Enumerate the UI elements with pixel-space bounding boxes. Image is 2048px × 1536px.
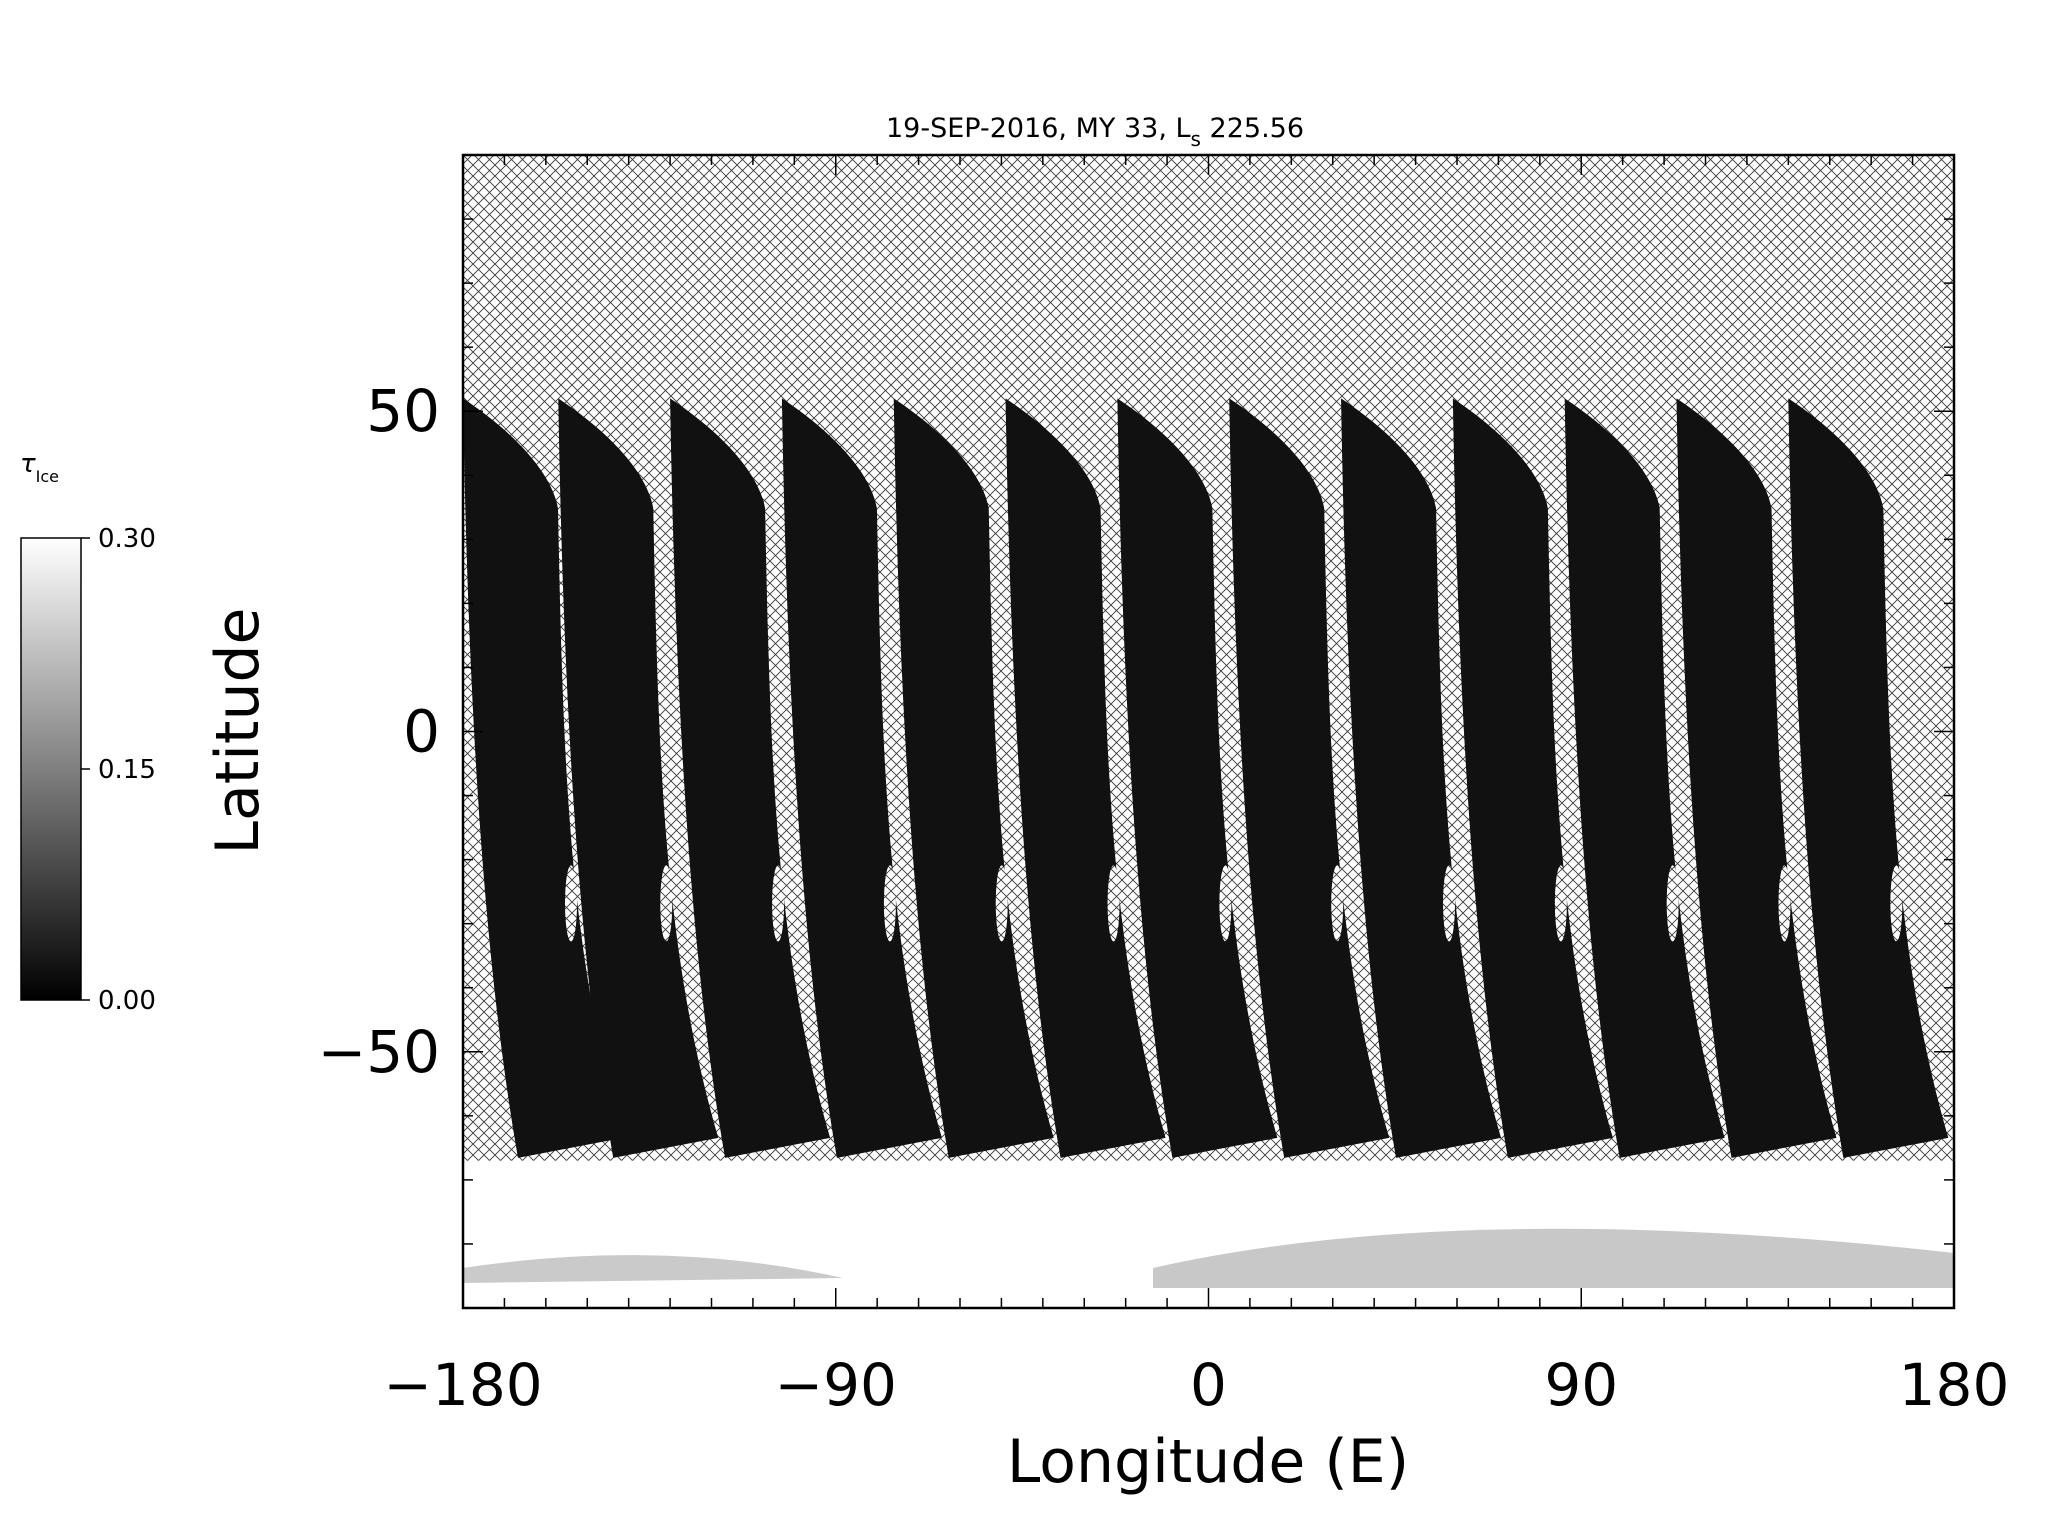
colorbar-title: τIce [20, 449, 59, 486]
x-tick-label: −90 [775, 1351, 897, 1419]
swath-gap [1107, 865, 1120, 942]
swath [893, 398, 1054, 1158]
swath [670, 398, 831, 1158]
swath-gap [1331, 865, 1344, 942]
swath-gap [1778, 865, 1791, 942]
colorbar-tick-label: 0.00 [98, 986, 156, 1016]
chart-title-subscript: s [1191, 127, 1201, 151]
south-polar-region [463, 1160, 1954, 1308]
observation-swaths [463, 398, 1949, 1158]
y-axis-ticks: −50 0 50 [318, 154, 1954, 1309]
swath-gap [660, 865, 673, 942]
colorbar: τIce 0.00 0.15 0.30 [20, 449, 156, 1016]
swath [558, 398, 719, 1158]
swath [1117, 398, 1278, 1158]
swath [1229, 398, 1390, 1158]
x-tick-label: −180 [383, 1351, 542, 1419]
swath-gap [1666, 865, 1679, 942]
y-tick-label: 50 [366, 377, 440, 445]
swath [1005, 398, 1166, 1158]
y-axis-label: Latitude [203, 608, 273, 855]
swath-gap [1554, 865, 1567, 942]
colorbar-tick-label: 0.30 [98, 524, 156, 554]
swath-gap [1443, 865, 1456, 942]
colorbar-ticks: 0.00 0.15 0.30 [81, 524, 156, 1016]
x-tick-label: 0 [1190, 1351, 1227, 1419]
y-tick-label: 0 [403, 698, 440, 766]
x-axis-label: Longitude (E) [1007, 1427, 1409, 1497]
swath-gap [995, 865, 1008, 942]
colorbar-gradient [20, 537, 82, 1001]
swath [463, 398, 623, 1158]
y-tick-label: −50 [318, 1018, 440, 1086]
swath-gap [565, 865, 577, 942]
x-axis-ticks: −180 −90 0 90 180 [383, 155, 2009, 1419]
swath [1452, 398, 1613, 1158]
polar-shadow-west [463, 1255, 843, 1283]
polar-shadow-east [1153, 1228, 1954, 1288]
swath [1788, 398, 1949, 1158]
swath [1341, 398, 1502, 1158]
chart-title: 19-SEP-2016, MY 33, Ls 225.56 [886, 113, 1304, 151]
plot-area [463, 155, 1954, 1308]
swath [1676, 398, 1837, 1158]
colorbar-tick-label: 0.15 [98, 755, 156, 785]
swath [781, 398, 942, 1158]
x-tick-label: 90 [1544, 1351, 1618, 1419]
swath-gap [883, 865, 896, 942]
swath-gap [1219, 865, 1232, 942]
swath [1564, 398, 1725, 1158]
chart-title-suffix: 225.56 [1201, 113, 1304, 144]
swath-gap [772, 865, 785, 942]
x-tick-label: 180 [1899, 1351, 2010, 1419]
colorbar-title-subscript: Ice [36, 467, 59, 486]
swath-gap [1890, 865, 1903, 942]
